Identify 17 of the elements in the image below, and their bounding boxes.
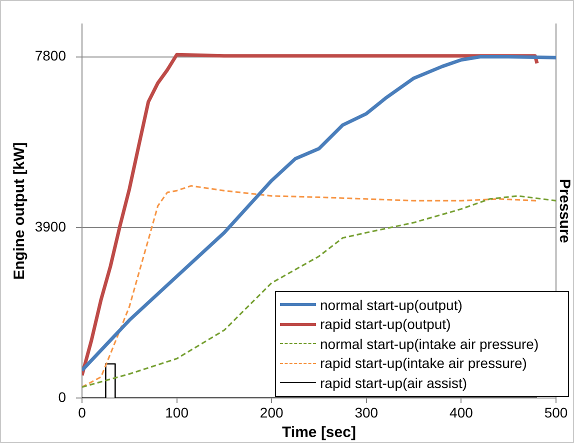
x-tick-label: 100 [165,404,189,420]
x-tick-label: 0 [78,404,86,420]
x-axis-title: Time [sec] [282,424,356,442]
legend-label: rapid start-up(intake air pressure) [320,355,527,372]
x-tick-label: 500 [544,404,568,420]
y-tick-label: 3900 [34,218,66,234]
x-tick-label: 400 [450,404,474,420]
y2-axis-title: Pressure [556,178,573,244]
legend-label: rapid start-up(air assist) [320,374,468,391]
x-tick-label: 300 [354,404,378,420]
y-tick-label: 0 [58,388,66,405]
legend-label: normal start-up(output) [320,296,462,313]
legend-label: rapid start-up(output) [320,316,451,332]
y-axis-title: Engine output [kW] [11,142,28,280]
y-tick-label: 7800 [34,48,66,64]
legend-label: normal start-up(intake air pressure) [320,336,539,352]
x-tick-label: 200 [260,404,284,420]
